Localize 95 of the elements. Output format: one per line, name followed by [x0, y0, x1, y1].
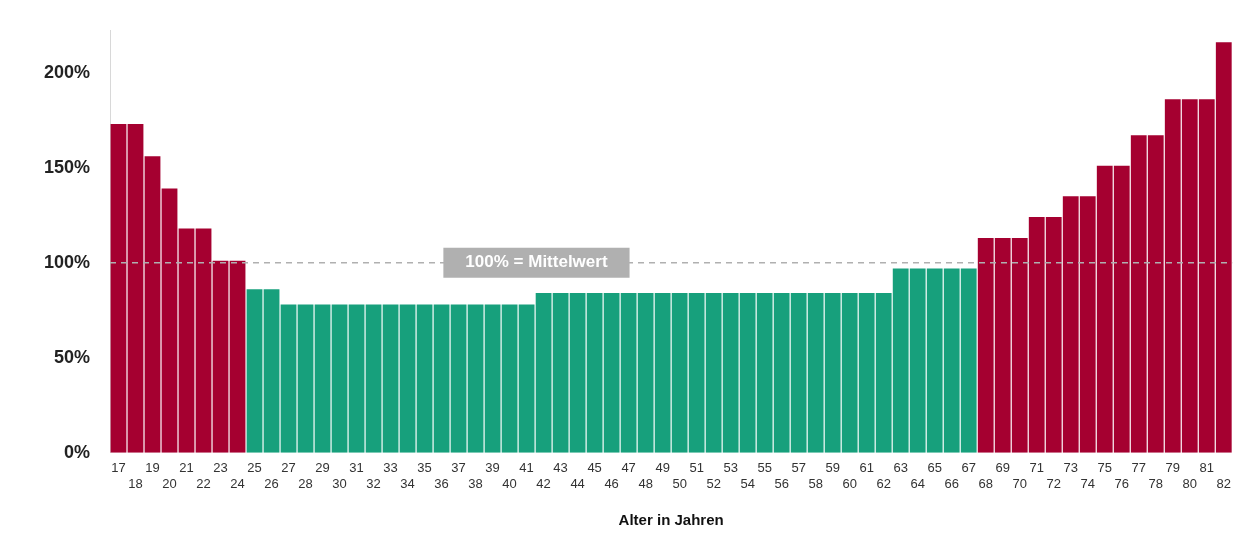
x-tick-label: 31 [349, 460, 364, 476]
x-tick-label: 35 [417, 460, 432, 476]
x-axis-title: Alter in Jahren [618, 511, 724, 529]
bar [263, 289, 280, 453]
y-tick-label: 100% [43, 251, 90, 272]
x-tick-label: 79 [1165, 460, 1180, 476]
x-tick-label: 72 [1046, 475, 1061, 491]
x-tick-label: 24 [230, 475, 245, 491]
x-tick-label: 76 [1114, 475, 1129, 491]
x-tick-label: 78 [1148, 475, 1163, 491]
x-tick-label: 28 [298, 475, 313, 491]
x-tick-label: 50 [672, 475, 687, 491]
x-tick-label: 69 [995, 460, 1010, 476]
x-tick-label: 80 [1182, 475, 1197, 491]
bar [416, 304, 433, 453]
bar [399, 304, 416, 453]
x-tick-label: 45 [587, 460, 602, 476]
x-tick-label: 75 [1097, 460, 1112, 476]
bar [144, 156, 161, 453]
y-tick-label: 0% [63, 441, 90, 462]
x-tick-label: 51 [689, 460, 704, 476]
x-tick-label: 23 [213, 460, 228, 476]
x-tick-label: 55 [757, 460, 772, 476]
x-tick-label: 73 [1063, 460, 1078, 476]
x-tick-label: 48 [638, 475, 653, 491]
x-tick-label: 68 [978, 475, 993, 491]
x-tick-label: 19 [145, 460, 160, 476]
x-tick-label: 63 [893, 460, 908, 476]
bar [246, 289, 263, 453]
x-tick-label: 21 [179, 460, 194, 476]
x-tick-label: 30 [332, 475, 347, 491]
x-tick-label: 27 [281, 460, 296, 476]
x-tick-label: 49 [655, 460, 670, 476]
x-tick-label: 81 [1199, 460, 1214, 476]
x-tick-label: 44 [570, 475, 585, 491]
x-tick-label: 39 [485, 460, 500, 476]
x-tick-label: 18 [128, 475, 143, 491]
x-tick-label: 67 [961, 460, 976, 476]
x-tick-label: 29 [315, 460, 330, 476]
x-tick-label: 71 [1029, 460, 1044, 476]
y-tick-label: 50% [53, 346, 90, 367]
x-tick-label: 62 [876, 475, 891, 491]
bar [212, 260, 229, 453]
x-tick-label: 53 [723, 460, 738, 476]
bar [314, 304, 331, 453]
x-tick-label: 59 [825, 460, 840, 476]
x-tick-label: 56 [774, 475, 789, 491]
bar [382, 304, 399, 453]
x-tick-label: 33 [383, 460, 398, 476]
x-tick-label: 57 [791, 460, 806, 476]
x-tick-label: 61 [859, 460, 874, 476]
x-tick-label: 77 [1131, 460, 1146, 476]
bar [195, 228, 212, 453]
x-tick-label: 40 [502, 475, 517, 491]
x-tick-label: 64 [910, 475, 925, 491]
x-tick-label: 52 [706, 475, 721, 491]
x-tick-label: 74 [1080, 475, 1095, 491]
ref-line-label: 100% = Mittelwert [465, 252, 608, 272]
x-tick-label: 70 [1012, 475, 1027, 491]
x-tick-label: 20 [162, 475, 177, 491]
bar [365, 304, 382, 453]
x-tick-label: 65 [927, 460, 942, 476]
y-tick-label: 200% [43, 61, 90, 82]
x-tick-label: 47 [621, 460, 636, 476]
x-tick-label: 22 [196, 475, 211, 491]
bar [127, 123, 144, 453]
x-tick-label: 46 [604, 475, 619, 491]
x-tick-label: 41 [519, 460, 534, 476]
x-tick-label: 82 [1216, 475, 1231, 491]
x-tick-label: 54 [740, 475, 755, 491]
x-tick-label: 38 [468, 475, 483, 491]
x-tick-label: 32 [366, 475, 381, 491]
x-tick-label: 26 [264, 475, 279, 491]
x-tick-label: 43 [553, 460, 568, 476]
y-tick-label: 150% [43, 156, 90, 177]
x-tick-label: 25 [247, 460, 262, 476]
bar [297, 304, 314, 453]
x-tick-label: 36 [434, 475, 449, 491]
bar [348, 304, 365, 453]
x-tick-label: 42 [536, 475, 551, 491]
bar [433, 304, 450, 453]
x-tick-label: 58 [808, 475, 823, 491]
bar [331, 304, 348, 453]
x-tick-label: 66 [944, 475, 959, 491]
x-tick-label: 17 [111, 460, 126, 476]
x-tick-label: 37 [451, 460, 466, 476]
bar [161, 188, 178, 453]
bar [280, 304, 297, 453]
bar [229, 260, 246, 453]
x-tick-label: 34 [400, 475, 415, 491]
bar [110, 123, 127, 453]
bar [450, 304, 467, 453]
x-tick-label: 60 [842, 475, 857, 491]
bar [467, 304, 484, 453]
bar [178, 228, 195, 453]
